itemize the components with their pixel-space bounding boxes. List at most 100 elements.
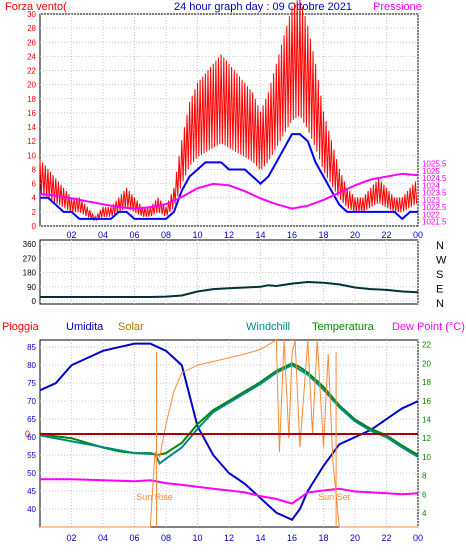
- left-axis-ticks: 40 45 50 55 60 65 70 75 80 85: [27, 343, 36, 514]
- annotations: Sun Rise Sun Set: [136, 352, 351, 527]
- grid-lines: [40, 240, 419, 304]
- right-axis-title: Pressione: [373, 1, 422, 13]
- right-tick-label: 1023.5: [422, 189, 447, 198]
- right-tick-label: 20: [422, 359, 431, 368]
- left-tick-label: 0: [32, 297, 37, 306]
- x-tick-label: 00: [413, 533, 423, 543]
- x-tick-label: 00: [413, 230, 423, 240]
- temperature-humidity-chart: Pioggia Umidita Solar Windchill Temperat…: [2, 321, 465, 543]
- series-group: [40, 280, 419, 298]
- x-tick-label: 14: [255, 533, 265, 543]
- left-tick-label: 18: [27, 95, 36, 104]
- right-tick-label: 1021.5: [422, 218, 447, 227]
- legend-temperature: Temperatura: [312, 321, 375, 333]
- left-tick-label: 360: [23, 240, 37, 249]
- left-tick-label: 8: [32, 165, 37, 174]
- left-tick-label: 60: [27, 433, 36, 442]
- right-tick-label: 18: [422, 378, 431, 387]
- right-tick-label: 4: [422, 509, 427, 518]
- left-tick-label: 26: [27, 38, 36, 47]
- right-tick-label: 16: [422, 397, 431, 406]
- x-tick-label: 02: [66, 533, 76, 543]
- x-tick-label: 20: [350, 533, 360, 543]
- right-tick-label: 1022.5: [422, 203, 447, 212]
- left-tick-label: 75: [27, 379, 36, 388]
- x-tick-label: 12: [224, 230, 234, 240]
- right-tick-label: 1025: [422, 167, 440, 176]
- left-axis-title: Forza vento(: [5, 1, 67, 13]
- x-tick-label: 16: [287, 230, 297, 240]
- x-tick-label: 08: [161, 230, 171, 240]
- left-tick-label: 40: [27, 505, 36, 514]
- legend-dewpoint: Dew Point (°C): [392, 321, 465, 333]
- series-pressure-line: [39, 172, 419, 210]
- left-tick-label: 85: [27, 343, 36, 352]
- right-tick-label: 1025.5: [422, 160, 447, 169]
- left-tick-label: 4: [32, 194, 37, 203]
- series-umidita-line: [39, 342, 419, 522]
- right-tick-label: 1023: [422, 196, 440, 205]
- wind-pressure-chart: Forza vento( 24 hour graph day : 09 Otto…: [5, 0, 447, 240]
- left-tick-label: 90: [27, 283, 36, 292]
- left-tick-label: 30: [27, 10, 36, 19]
- left-tick-label: 80: [27, 361, 36, 370]
- left-tick-label: 270: [23, 254, 37, 263]
- left-tick-label: 20: [27, 81, 36, 90]
- left-tick-label: 16: [27, 109, 36, 118]
- x-tick-label: 18: [318, 533, 328, 543]
- x-tick-label: 10: [192, 230, 202, 240]
- series-windchill-line: [39, 364, 419, 465]
- legend-solar: Solar: [118, 321, 144, 333]
- compass-label: W: [436, 255, 447, 267]
- chart-title: 24 hour graph day : 09 Ottobre 2021: [174, 1, 352, 13]
- left-tick-label: 45: [27, 487, 36, 496]
- x-tick-label: 02: [66, 230, 76, 240]
- compass-label: N: [436, 298, 444, 310]
- legend-rain: Pioggia: [2, 321, 40, 333]
- series-group: 0: [25, 339, 419, 528]
- annotation-label: Sun Rise: [136, 492, 173, 502]
- left-tick-label: 70: [27, 397, 36, 406]
- right-tick-label: 1022: [422, 210, 440, 219]
- compass-label: S: [436, 269, 443, 281]
- x-tick-label: 12: [224, 533, 234, 543]
- left-tick-label: 50: [27, 469, 36, 478]
- x-tick-label: 14: [255, 230, 265, 240]
- x-tick-label: 18: [318, 230, 328, 240]
- left-tick-label: 24: [27, 52, 36, 61]
- left-tick-label: 22: [27, 67, 36, 76]
- series-solar-line: [40, 339, 418, 528]
- series-direction-line: [40, 280, 419, 298]
- x-tick-label: 10: [192, 533, 202, 543]
- right-tick-label: 12: [422, 434, 431, 443]
- right-axis-ticks: 4 6 8 10 12 14 16 18 20 22: [422, 341, 431, 518]
- left-tick-label: 180: [23, 269, 37, 278]
- x-tick-label: 20: [350, 230, 360, 240]
- left-tick-label: 65: [27, 415, 36, 424]
- left-tick-label: 12: [27, 137, 36, 146]
- left-tick-label: 10: [27, 151, 36, 160]
- compass-label: N: [436, 240, 444, 252]
- left-axis-ticks: 0 90 180 270 360: [23, 240, 37, 306]
- rain-zero-label: 0: [25, 429, 30, 439]
- x-axis-ticks: 02 04 06 08 10 12 14 16 18 20 22 00: [66, 230, 423, 240]
- left-tick-label: 6: [32, 180, 37, 189]
- right-tick-label: 1024: [422, 181, 440, 190]
- right-tick-label: 10: [422, 453, 431, 462]
- right-tick-label: 8: [422, 472, 427, 481]
- x-axis-ticks: 02 04 06 08 10 12 14 16 18 20 22 00: [66, 533, 423, 543]
- series-wind-line: [40, 133, 418, 221]
- x-tick-label: 22: [381, 230, 391, 240]
- right-tick-label: 22: [422, 341, 431, 350]
- left-tick-label: 0: [32, 222, 37, 231]
- legend-humidity: Umidita: [66, 321, 104, 333]
- left-tick-label: 14: [27, 123, 36, 132]
- legend-windchill: Windchill: [246, 321, 290, 333]
- x-tick-label: 06: [129, 230, 139, 240]
- left-tick-label: 2: [32, 208, 37, 217]
- x-tick-label: 04: [98, 230, 108, 240]
- x-tick-label: 06: [129, 533, 139, 543]
